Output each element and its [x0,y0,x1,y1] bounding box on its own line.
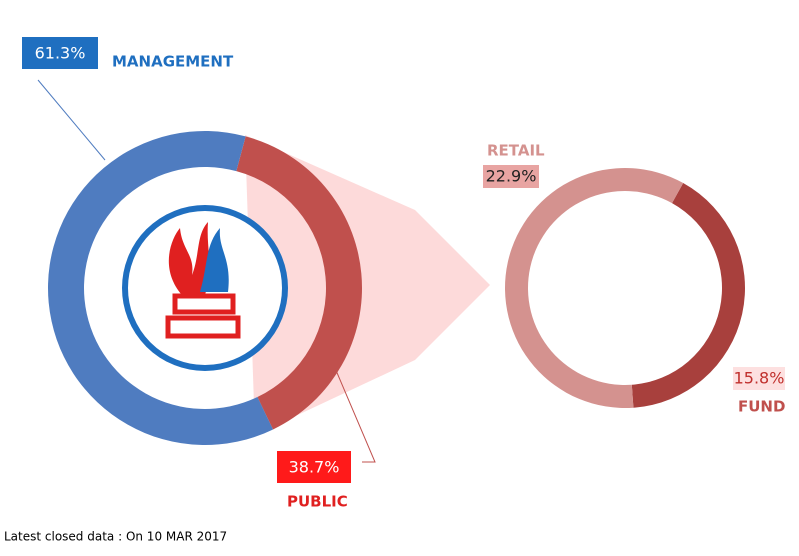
value-label: 22.9% [486,167,537,186]
donut-segment [631,183,745,408]
category-label: PUBLIC [287,493,348,511]
label-box [277,451,351,483]
value-label: 15.8% [734,369,785,388]
donut-segment [48,131,274,445]
donut-segment [236,136,362,430]
label-box [483,165,539,188]
leader-line [37,79,106,161]
label-box [733,367,785,390]
value-label: 38.7% [289,458,340,477]
value-label: 61.3% [35,44,86,63]
category-label: RETAIL [487,142,545,160]
category-label: FUND [738,398,785,416]
donut-charts [48,131,745,445]
donut-segment [505,168,684,408]
leader-line [334,367,376,463]
category-label: MANAGEMENT [112,53,234,71]
footnote: Latest closed data : On 10 MAR 2017 [4,530,227,544]
company-logo [122,205,288,371]
label-box [22,37,98,69]
